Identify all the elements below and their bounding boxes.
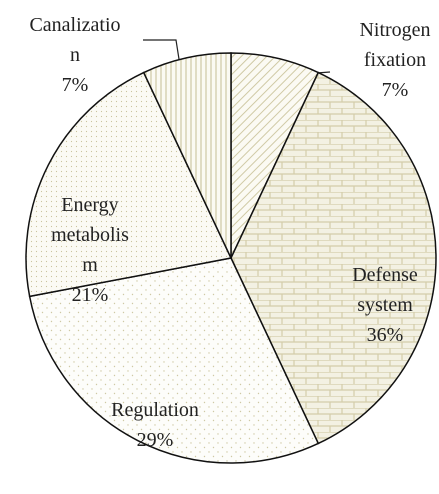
value-label: 36% <box>366 324 404 346</box>
slice-label: Nitrogen fixation 7% <box>359 15 430 105</box>
slice-label: Regulation 29% <box>111 395 199 455</box>
pie-slice <box>28 257 320 464</box>
value-label: 29% <box>136 429 174 451</box>
pie-slice <box>142 52 232 259</box>
category-label: Defense system <box>352 264 418 316</box>
category-label: Canalizatio n <box>29 14 121 66</box>
category-label: Regulation <box>111 399 199 421</box>
category-label: Nitrogen fixation <box>359 19 431 71</box>
slice-label: Canalizatio n 7% <box>29 10 120 100</box>
slice-label: Energy metabolis m 21% <box>51 190 129 310</box>
pie-slice <box>230 71 437 445</box>
value-label: 7% <box>381 79 409 101</box>
slice-label: Defense system 36% <box>352 260 418 350</box>
category-label: Energy metabolis m <box>51 194 129 276</box>
value-label: 21% <box>71 284 109 306</box>
pie-slice <box>25 71 233 298</box>
value-label: 7% <box>61 74 89 96</box>
